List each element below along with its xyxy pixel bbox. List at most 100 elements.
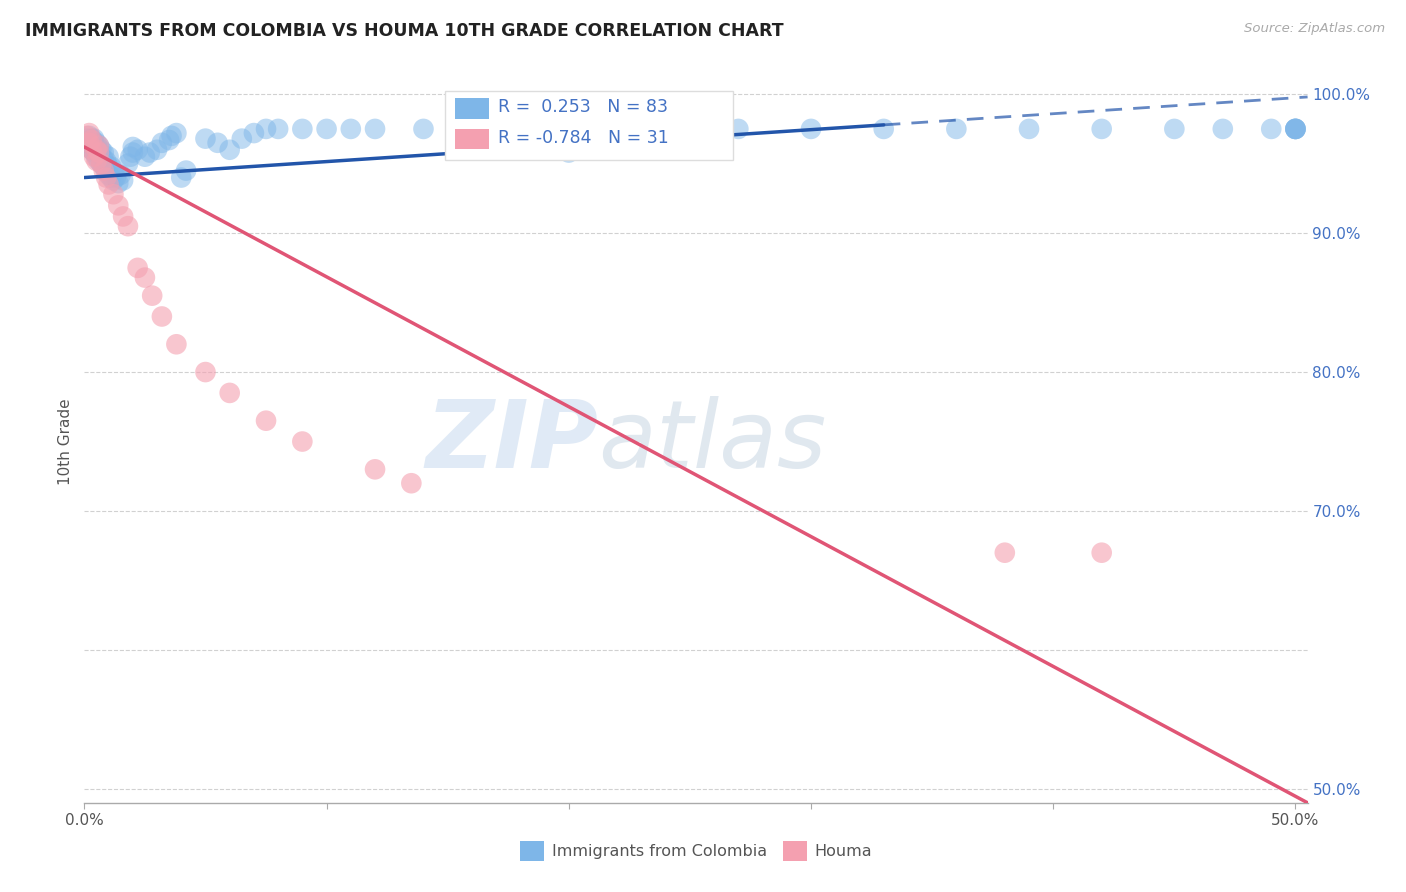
Point — [127, 143, 149, 157]
Point — [1212, 122, 1234, 136]
Point — [207, 136, 229, 150]
Point — [139, 145, 162, 160]
Point — [87, 145, 110, 160]
Point — [117, 156, 139, 170]
Point — [134, 270, 156, 285]
Point — [107, 198, 129, 212]
Point — [170, 170, 193, 185]
Point — [194, 131, 217, 145]
Point — [291, 434, 314, 449]
Point — [679, 122, 702, 136]
Legend: Immigrants from Colombia, Houma: Immigrants from Colombia, Houma — [513, 835, 879, 867]
Point — [194, 365, 217, 379]
Point — [83, 131, 105, 145]
Point — [83, 150, 105, 164]
Point — [77, 128, 100, 143]
Text: ZIP: ZIP — [425, 395, 598, 488]
Point — [103, 187, 125, 202]
Point — [97, 178, 120, 192]
Point — [340, 122, 363, 136]
Point — [76, 131, 98, 145]
Point — [150, 136, 173, 150]
Point — [90, 156, 112, 170]
Point — [165, 126, 187, 140]
Point — [77, 135, 100, 149]
Point — [76, 128, 98, 143]
Point — [606, 140, 628, 154]
Point — [945, 122, 967, 136]
Point — [800, 122, 823, 136]
Point — [461, 122, 484, 136]
Point — [1163, 122, 1185, 136]
Text: Source: ZipAtlas.com: Source: ZipAtlas.com — [1244, 22, 1385, 36]
Point — [77, 126, 100, 140]
Point — [364, 462, 387, 476]
Point — [364, 122, 387, 136]
Point — [218, 143, 240, 157]
Point — [80, 131, 103, 145]
Point — [112, 173, 135, 187]
Point — [121, 145, 143, 160]
Point — [107, 176, 129, 190]
Point — [93, 163, 115, 178]
Point — [146, 143, 169, 157]
Point — [165, 337, 187, 351]
Point — [401, 476, 423, 491]
Point — [96, 153, 118, 168]
Point — [117, 219, 139, 234]
Point — [87, 145, 110, 160]
Point — [412, 122, 434, 136]
Point — [80, 133, 103, 147]
Point — [96, 170, 118, 185]
Point — [267, 122, 290, 136]
Point — [90, 150, 112, 164]
Point — [93, 145, 115, 160]
Bar — [456, 98, 489, 119]
Point — [509, 122, 531, 136]
Point — [97, 150, 120, 164]
Point — [254, 414, 277, 428]
Point — [174, 163, 197, 178]
Point — [160, 128, 183, 143]
Point — [80, 143, 103, 157]
Point — [157, 133, 180, 147]
Point — [90, 156, 112, 170]
Point — [76, 136, 98, 150]
Point — [93, 153, 115, 167]
Point — [727, 122, 749, 136]
Point — [96, 163, 118, 178]
Point — [80, 143, 103, 157]
Point — [87, 153, 110, 168]
Point — [873, 122, 896, 136]
Point — [1284, 122, 1306, 136]
Point — [86, 150, 108, 164]
Point — [93, 160, 115, 174]
Point — [86, 136, 108, 150]
Point — [1284, 122, 1306, 136]
Point — [104, 170, 127, 185]
Text: R =  0.253   N = 83: R = 0.253 N = 83 — [498, 98, 668, 116]
Point — [231, 131, 253, 145]
Point — [87, 138, 110, 153]
Point — [90, 143, 112, 157]
Point — [254, 122, 277, 136]
Point — [77, 140, 100, 154]
Point — [533, 122, 555, 136]
Point — [86, 143, 108, 157]
Point — [218, 385, 240, 400]
Bar — [456, 128, 489, 149]
Point — [243, 126, 266, 140]
Point — [994, 546, 1017, 560]
Point — [150, 310, 173, 324]
Point — [291, 122, 314, 136]
Point — [141, 288, 163, 302]
Point — [315, 122, 337, 136]
FancyBboxPatch shape — [446, 91, 733, 160]
Point — [87, 138, 110, 153]
Y-axis label: 10th Grade: 10th Grade — [58, 398, 73, 485]
Point — [1284, 122, 1306, 136]
Point — [110, 168, 132, 182]
Point — [1260, 122, 1282, 136]
Point — [86, 153, 108, 168]
Point — [1091, 546, 1114, 560]
